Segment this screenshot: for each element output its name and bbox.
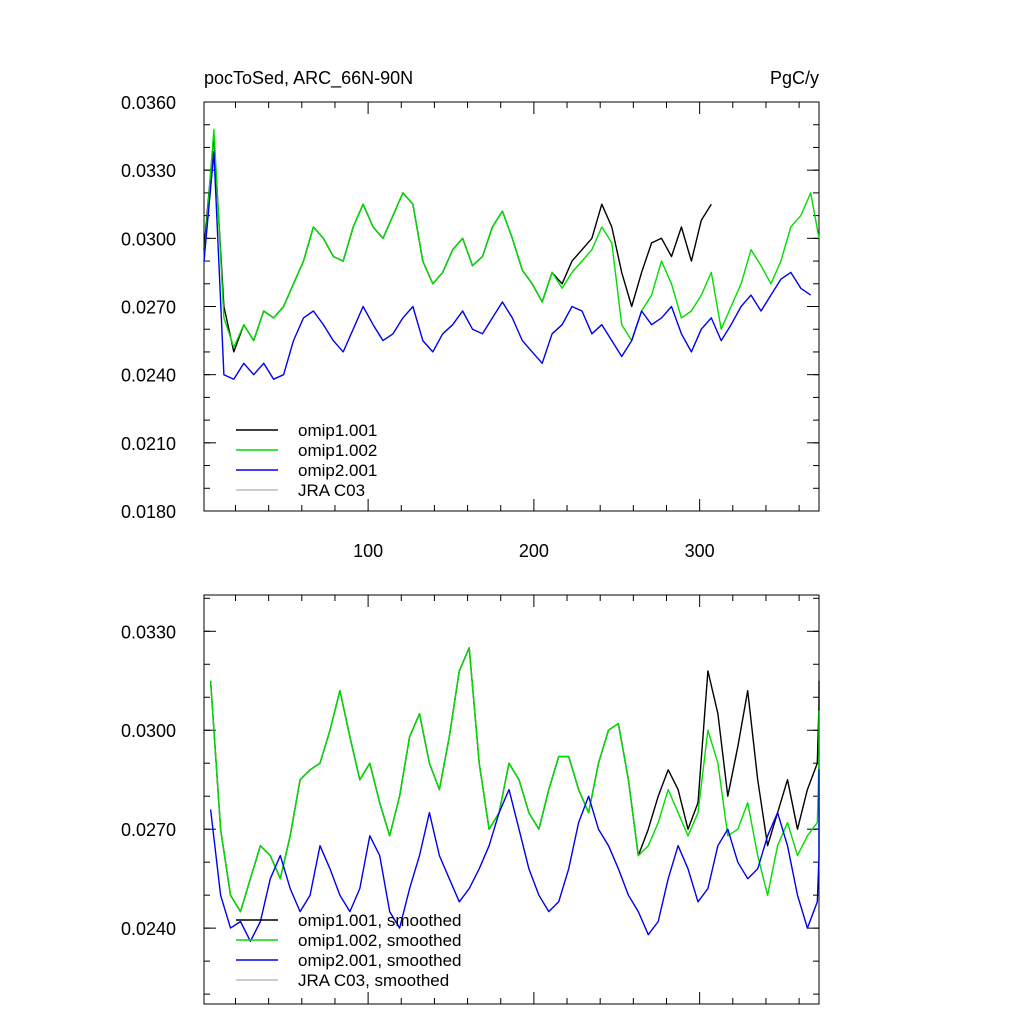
chart-units: PgC/y xyxy=(770,68,819,88)
legend-label: omip2.001, smoothed xyxy=(298,951,462,970)
series-line-1 xyxy=(209,647,820,913)
y-tick-label: 0.0330 xyxy=(121,161,176,181)
y-tick-label: 0.0180 xyxy=(121,502,176,522)
legend-label: omip1.002, smoothed xyxy=(298,931,462,950)
y-tick-label: 0.0210 xyxy=(121,434,176,454)
tick-marks xyxy=(204,101,819,512)
tick-marks xyxy=(204,595,819,1004)
y-tick-labels: 0.0240 0.0270 0.0300 0.0330 xyxy=(121,622,176,939)
y-tick-label: 0.0270 xyxy=(121,298,176,318)
legend-label: JRA C03, smoothed xyxy=(298,971,449,990)
y-tick-label: 0.0240 xyxy=(121,919,176,939)
x-tick-labels: 100 200 300 xyxy=(353,541,715,561)
x-tick-label: 300 xyxy=(685,541,715,561)
legend-label: JRA C03 xyxy=(298,481,365,500)
series-lines xyxy=(209,647,820,942)
y-tick-label: 0.0240 xyxy=(121,366,176,386)
y-tick-label: 0.0360 xyxy=(121,93,176,113)
chart-title: pocToSed, ARC_66N-90N xyxy=(204,68,413,89)
series-line-2 xyxy=(209,769,820,942)
series-line-0 xyxy=(209,647,820,913)
legend-label: omip1.002 xyxy=(298,441,377,460)
series-line-1 xyxy=(203,128,820,349)
x-tick-label: 200 xyxy=(519,541,549,561)
x-tick-label: 100 xyxy=(353,541,383,561)
y-tick-label: 0.0300 xyxy=(121,229,176,249)
y-tick-labels: 0.0180 0.0210 0.0240 0.0270 0.0300 0.0330 0.03… xyxy=(121,93,176,522)
y-tick-label: 0.0330 xyxy=(121,622,176,642)
plot-frame xyxy=(203,101,820,512)
y-tick-label: 0.0270 xyxy=(121,820,176,840)
legend-label: omip2.001 xyxy=(298,461,377,480)
bottom-panel: 0.0240 0.0270 0.0300 0.0330 omip1.001, smoo… xyxy=(121,594,820,1005)
series-line-2 xyxy=(203,151,812,380)
top-panel: pocToSed, ARC_66N-90N PgC/y 0.0180 0.0210… xyxy=(121,68,820,561)
legend-label: omip1.001 xyxy=(298,421,377,440)
legend-label: omip1.001, smoothed xyxy=(298,911,462,930)
series-lines xyxy=(203,128,820,380)
y-tick-label: 0.0300 xyxy=(121,721,176,741)
